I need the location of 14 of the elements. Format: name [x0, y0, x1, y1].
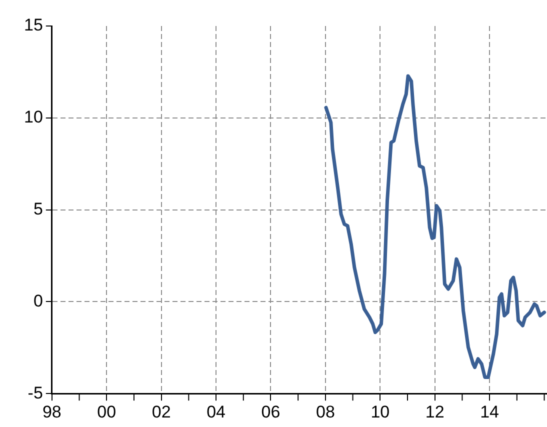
x-tick-label: 98 [42, 402, 62, 422]
x-tick-label: 06 [261, 402, 280, 422]
x-tick-label: 14 [480, 402, 500, 422]
x-tick-label: 10 [370, 402, 390, 422]
y-tick-label: 10 [24, 108, 43, 127]
x-tick-label: 12 [425, 402, 444, 422]
y-tick-label: 5 [33, 199, 43, 218]
x-tick-label: 08 [316, 402, 335, 422]
y-tick-label: 0 [33, 291, 43, 310]
y-tick-label: -5 [28, 383, 43, 402]
x-tick-label: 04 [206, 402, 226, 422]
x-tick-label: 00 [97, 402, 116, 422]
x-tick-label: 02 [152, 402, 171, 422]
y-tick-label: 15 [24, 16, 43, 35]
